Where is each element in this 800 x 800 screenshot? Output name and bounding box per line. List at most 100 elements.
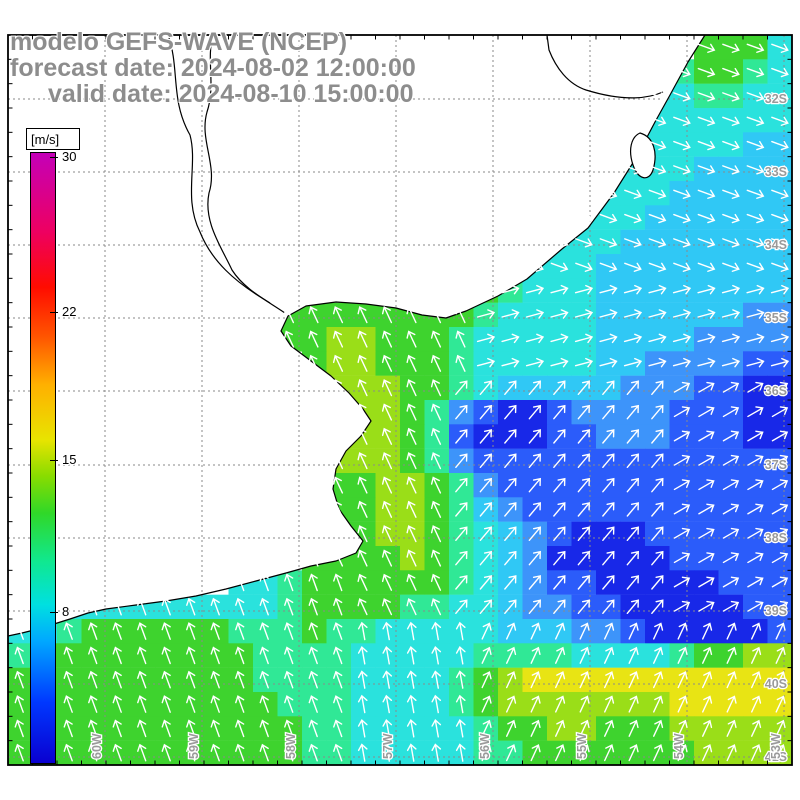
wind-arrow [628, 671, 639, 689]
wind-arrow [697, 357, 716, 368]
wind-arrow [602, 380, 615, 396]
wind-arrow [332, 476, 344, 494]
wind-arrow [406, 379, 417, 397]
wind-arrow [722, 503, 740, 515]
wind-arrow [697, 67, 716, 78]
wind-arrow [726, 646, 737, 664]
wind-arrow [530, 622, 541, 640]
wind-arrow [722, 213, 740, 224]
wind-arrow [430, 354, 442, 372]
wind-arrow [673, 552, 691, 564]
wind-arrow [210, 646, 220, 665]
wind-arrow [702, 744, 713, 762]
wind-arrow [722, 92, 740, 102]
wind-arrow [697, 189, 716, 199]
wind-arrow [579, 622, 590, 640]
wind-arrow [455, 646, 466, 665]
wind-arrow [406, 452, 417, 470]
wind-arrow [746, 43, 765, 53]
valid-date-label: valid date: 2024-08-10 15:00:00 [48, 80, 414, 108]
wind-arrow [577, 477, 590, 493]
wind-arrow [747, 381, 764, 393]
wind-arrow [604, 646, 615, 664]
wind-arrow [259, 670, 269, 689]
wind-arrow [653, 646, 664, 664]
wind-arrow [235, 597, 245, 616]
wind-arrow [673, 527, 691, 539]
wind-arrow [673, 406, 691, 418]
wind-arrow [624, 238, 642, 248]
wind-arrow [673, 262, 691, 272]
wind-arrow [771, 67, 789, 78]
wind-arrow [672, 309, 692, 319]
wind-arrow [775, 646, 786, 664]
colorbar-unit-label: [m/s] [31, 131, 60, 147]
wind-arrow [406, 354, 417, 372]
wind-arrow [751, 671, 762, 689]
wind-arrow [63, 695, 73, 713]
wind-arrow [673, 381, 691, 393]
wind-arrow [697, 238, 716, 248]
wind-arrow [14, 670, 24, 689]
wind-arrow [381, 525, 393, 543]
colorbar: [m/s] 30 22 15 8 [26, 128, 86, 773]
wind-arrow [381, 598, 393, 616]
lat-label: 38S [765, 531, 787, 545]
wind-arrow [382, 694, 393, 714]
wind-arrow [747, 430, 764, 442]
wind-arrow [771, 262, 789, 272]
wind-arrow [137, 670, 147, 689]
wind-arrow [259, 622, 269, 640]
wind-arrow [677, 671, 688, 689]
wind-arrow [746, 116, 765, 126]
lon-label: 60W [90, 733, 104, 759]
wind-arrow [333, 622, 343, 640]
wind-arrow [476, 284, 496, 295]
wind-arrow [575, 213, 593, 224]
wind-arrow [550, 333, 569, 344]
wind-arrow [406, 306, 417, 324]
wind-arrow [771, 92, 789, 102]
wind-arrow [530, 719, 541, 737]
wind-arrow [673, 140, 691, 151]
wind-arrow [577, 453, 590, 469]
wind-arrow [697, 309, 716, 319]
wind-arrow [771, 552, 789, 564]
wind-arrow [648, 213, 667, 224]
wind-arrow [455, 453, 468, 469]
wind-arrow [530, 695, 541, 713]
wind-arrow [579, 646, 590, 664]
wind-arrow [751, 646, 762, 664]
wind-arrow [525, 333, 545, 344]
wind-arrow [332, 403, 344, 421]
wind-arrow [747, 552, 764, 564]
wind-arrow [577, 429, 590, 444]
wind-arrow [186, 597, 196, 616]
wind-arrow [555, 622, 566, 640]
wind-arrow [501, 333, 520, 344]
wind-arrow [702, 695, 713, 713]
wind-arrow [722, 116, 740, 126]
wind-arrow [653, 719, 664, 737]
wind-arrow [476, 357, 496, 368]
wind-arrow [479, 550, 492, 566]
wind-arrow [698, 503, 715, 515]
wind-arrow [771, 576, 789, 588]
wind-arrow [528, 575, 541, 590]
wind-arrow [333, 573, 343, 592]
wind-arrow [14, 646, 24, 665]
wind-arrow [455, 429, 468, 444]
wind-arrow [332, 427, 344, 445]
wind-arrow [550, 262, 569, 272]
wind-arrow [406, 694, 417, 714]
wind-arrow [332, 354, 344, 372]
wind-arrow [575, 238, 593, 248]
wind-arrow [381, 403, 393, 421]
wind-arrow [553, 404, 566, 420]
wind-arrow [722, 238, 740, 248]
wind-arrow [677, 646, 688, 664]
wind-arrow [771, 527, 789, 539]
lon-labels: 60W 59W 58W 57W 56W 55W 54W 53W [89, 732, 785, 760]
wind-arrow [284, 597, 294, 616]
